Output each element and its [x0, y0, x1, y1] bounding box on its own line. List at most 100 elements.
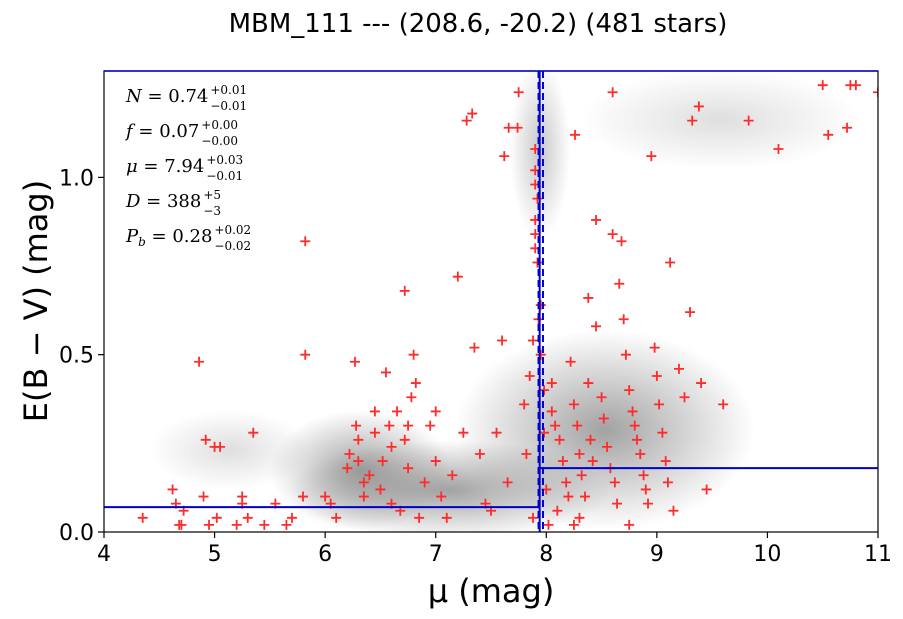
data-point [591, 321, 602, 332]
data-point [403, 463, 414, 474]
data-point [629, 420, 640, 431]
data-point [616, 236, 627, 247]
data-point [358, 491, 369, 502]
data-point [384, 420, 395, 431]
data-point [574, 448, 585, 459]
data-point [503, 122, 514, 133]
data-point [530, 229, 541, 240]
data-point [375, 484, 386, 495]
y-axis: 0.0 0.5 1.0 [59, 166, 104, 546]
data-point [194, 356, 205, 367]
data-point [521, 448, 532, 459]
data-point [570, 129, 581, 140]
data-point [353, 456, 364, 467]
data-point [231, 519, 242, 530]
data-point [532, 193, 543, 204]
model-layer [104, 71, 878, 532]
data-point [546, 378, 557, 389]
data-point [638, 470, 649, 481]
data-point [596, 392, 607, 403]
data-point [458, 427, 469, 438]
data-point [211, 512, 222, 523]
data-point [469, 342, 480, 353]
data-point [701, 484, 712, 495]
x-tick-label: 9 [650, 542, 664, 567]
x-axis: 4 5 6 7 8 9 10 11 [97, 532, 892, 567]
data-point [174, 519, 185, 530]
data-point [773, 144, 784, 155]
annotation-line: f = 0.07 [124, 121, 199, 142]
data-point [624, 519, 635, 530]
data-point [552, 505, 563, 516]
annotation-upper-error: +0.00 [201, 118, 238, 132]
data-point [259, 519, 270, 530]
annotation-lower-error: −0.00 [201, 134, 238, 148]
data-point [693, 101, 704, 112]
data-point [248, 427, 259, 438]
data-point [204, 519, 215, 530]
data-point [406, 392, 417, 403]
data-point [524, 370, 535, 381]
data-point [649, 342, 660, 353]
data-point [286, 512, 297, 523]
data-point [137, 512, 148, 523]
data-point [237, 491, 248, 502]
x-tick-label: 6 [318, 542, 332, 567]
data-point [607, 229, 618, 240]
data-point [823, 129, 834, 140]
data-point [513, 87, 524, 98]
data-point [198, 491, 209, 502]
data-point [215, 441, 226, 452]
annotation-line: Pb = 0.28 [125, 226, 212, 249]
data-point [579, 491, 590, 502]
annotation-lower-error: −0.01 [206, 169, 243, 183]
data-point [640, 484, 651, 495]
annotation-line: N = 0.74 [125, 86, 208, 107]
data-point [300, 236, 311, 247]
x-tick-label: 7 [429, 542, 443, 567]
data-point [635, 448, 646, 459]
data-point [364, 470, 375, 481]
data-point [377, 456, 388, 467]
data-point [696, 378, 707, 389]
data-point [587, 456, 598, 467]
x-tick-label: 11 [864, 542, 892, 567]
annotation-upper-error: +0.03 [206, 153, 243, 167]
data-point [474, 448, 485, 459]
data-point [358, 477, 369, 488]
data-point [467, 108, 478, 119]
chart-title: MBM_111 --- (208.6, -20.2) (481 stars) [229, 9, 728, 39]
data-point [528, 512, 539, 523]
data-point [657, 427, 668, 438]
data-point [447, 470, 458, 481]
data-point [461, 115, 472, 126]
data-point [574, 512, 585, 523]
data-point [673, 363, 684, 374]
data-point [441, 512, 452, 523]
data-point [565, 356, 576, 367]
annotation-line: D = 388 [125, 191, 201, 212]
data-point [342, 463, 353, 474]
data-point [242, 512, 253, 523]
data-point [320, 491, 331, 502]
annotation-lower-error: −0.02 [214, 239, 251, 253]
data-point [618, 314, 629, 325]
data-point [561, 477, 572, 488]
data-point [386, 441, 397, 452]
data-point [563, 491, 574, 502]
data-point [568, 519, 579, 530]
data-point [452, 271, 463, 282]
data-point [550, 420, 561, 431]
data-point [430, 406, 441, 417]
data-point [200, 434, 211, 445]
data-point [598, 413, 609, 424]
data-point [519, 399, 530, 410]
data-point [660, 456, 671, 467]
data-point [349, 356, 360, 367]
data-point [535, 349, 546, 360]
data-point [539, 427, 550, 438]
data-point [817, 80, 828, 91]
data-point [502, 477, 513, 488]
data-point [612, 498, 623, 509]
